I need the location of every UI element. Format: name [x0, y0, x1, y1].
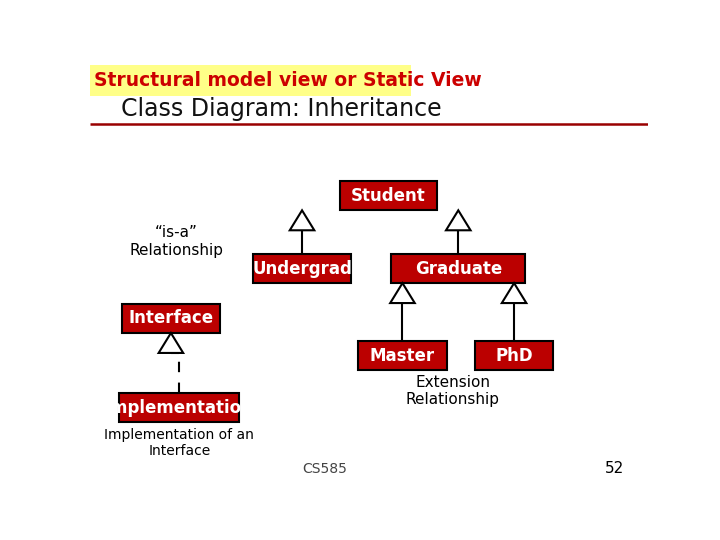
Text: Interface: Interface	[128, 309, 213, 327]
Text: PhD: PhD	[495, 347, 533, 365]
Text: Structural model view or Static View: Structural model view or Static View	[94, 71, 482, 90]
Bar	[340, 181, 437, 210]
Polygon shape	[289, 210, 315, 230]
Text: Implementation of an
Interface: Implementation of an Interface	[104, 428, 254, 458]
Text: Implementation: Implementation	[105, 399, 253, 417]
Polygon shape	[502, 283, 526, 303]
Text: Student: Student	[351, 187, 426, 205]
Text: 52: 52	[605, 462, 624, 476]
Bar	[475, 341, 553, 370]
Text: “is-a”
Relationship: “is-a” Relationship	[130, 225, 223, 258]
Text: Undergrad: Undergrad	[252, 260, 352, 278]
Text: CS585: CS585	[302, 462, 347, 476]
Bar	[122, 304, 220, 333]
Polygon shape	[158, 333, 183, 353]
Polygon shape	[390, 283, 415, 303]
Bar	[90, 65, 411, 96]
Polygon shape	[446, 210, 471, 230]
Text: Extension
Relationship: Extension Relationship	[405, 375, 500, 407]
Bar	[253, 254, 351, 283]
Bar	[120, 393, 239, 422]
Text: Class Diagram: Inheritance: Class Diagram: Inheritance	[121, 97, 441, 122]
Bar	[392, 254, 526, 283]
Text: Master: Master	[370, 347, 435, 365]
Bar	[358, 341, 447, 370]
Text: Graduate: Graduate	[415, 260, 502, 278]
